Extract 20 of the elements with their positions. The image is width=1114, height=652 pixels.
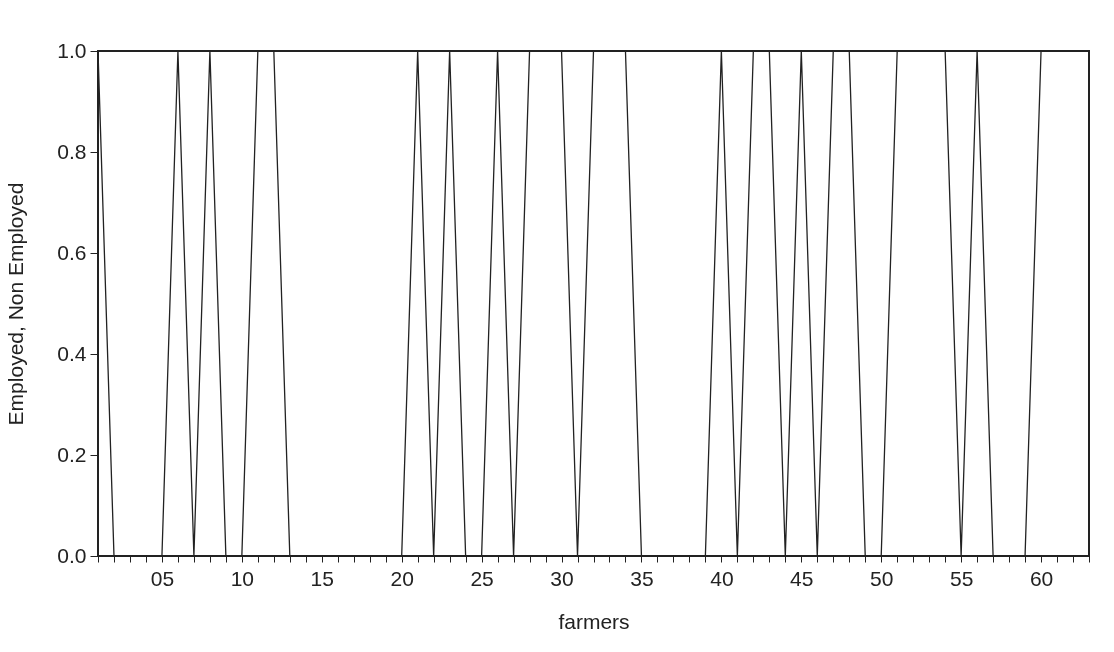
x-tick-label: 05 <box>150 566 175 590</box>
x-tick-label: 40 <box>710 566 734 590</box>
y-tick-label: 0.0 <box>57 543 87 567</box>
x-tick-label: 35 <box>630 566 654 590</box>
x-tick-label: 50 <box>870 566 894 590</box>
x-tick-label: 45 <box>790 566 814 590</box>
x-axis-title: farmers <box>558 609 630 633</box>
y-tick-label: 0.4 <box>57 341 87 365</box>
x-tick-label: 25 <box>470 566 494 590</box>
y-axis-title: Employed, Non Employed <box>4 182 28 426</box>
y-tick-label: 0.8 <box>57 139 87 163</box>
x-tick-label: 20 <box>390 566 414 590</box>
y-tick-label: 1.0 <box>57 38 87 62</box>
x-tick-label: 10 <box>230 566 255 590</box>
x-tick-label: 60 <box>1029 566 1054 590</box>
x-tick-label: 15 <box>310 566 334 590</box>
x-tick-label: 55 <box>949 566 974 590</box>
x-tick-label: 30 <box>550 566 574 590</box>
y-tick-label: 0.2 <box>57 442 87 466</box>
y-tick-label: 0.6 <box>57 240 87 264</box>
